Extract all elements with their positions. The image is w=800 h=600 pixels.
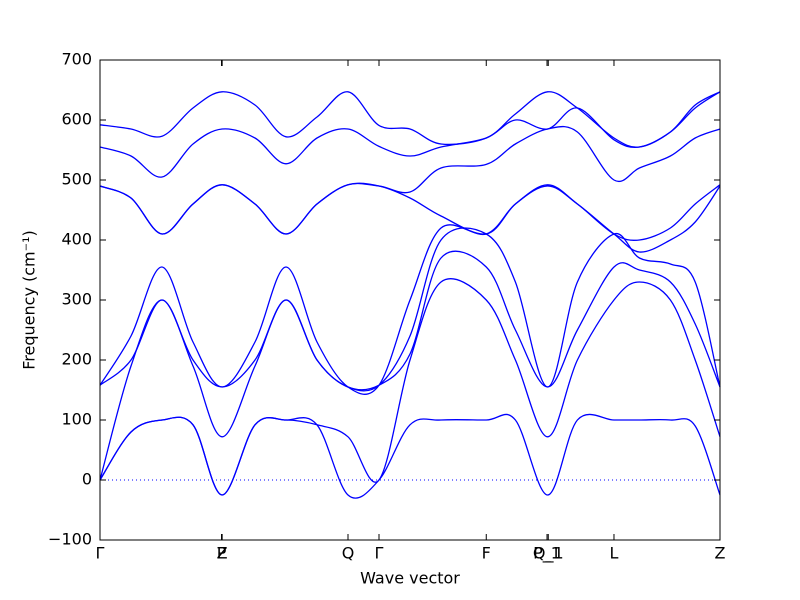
x-tick-label: Z xyxy=(715,544,726,563)
band-line xyxy=(99,227,721,392)
x-tick-label: F xyxy=(482,544,491,563)
x-tick-label: L xyxy=(610,544,619,563)
x-tick-label: P xyxy=(217,544,227,563)
x-axis-label: Wave vector xyxy=(360,569,460,588)
y-tick-label: 400 xyxy=(61,230,92,249)
y-tick-label: 300 xyxy=(61,290,92,309)
x-tick-label: Γ xyxy=(96,544,105,563)
band-line xyxy=(99,91,721,148)
y-axis-label: Frequency (cm⁻¹) xyxy=(20,230,39,369)
band-line xyxy=(99,185,721,395)
y-tick-label: 0 xyxy=(82,470,92,489)
y-tick-label: 200 xyxy=(61,350,92,369)
y-tick-label: 100 xyxy=(61,410,92,429)
band-line xyxy=(99,278,721,496)
x-tick-label: Z xyxy=(217,544,228,563)
band-line xyxy=(99,250,721,481)
y-tick-label: 500 xyxy=(61,170,92,189)
y-tick-label: −100 xyxy=(48,530,92,549)
x-tick-label: Γ xyxy=(375,544,384,563)
x-tick-label: Q_1 xyxy=(533,544,564,564)
band-line xyxy=(99,125,721,235)
y-tick-label: 700 xyxy=(61,50,92,69)
plot-area xyxy=(99,91,721,499)
x-tick-label: Q xyxy=(342,544,355,563)
y-tick-label: 600 xyxy=(61,110,92,129)
x-tick-label: P_1 xyxy=(533,544,561,564)
